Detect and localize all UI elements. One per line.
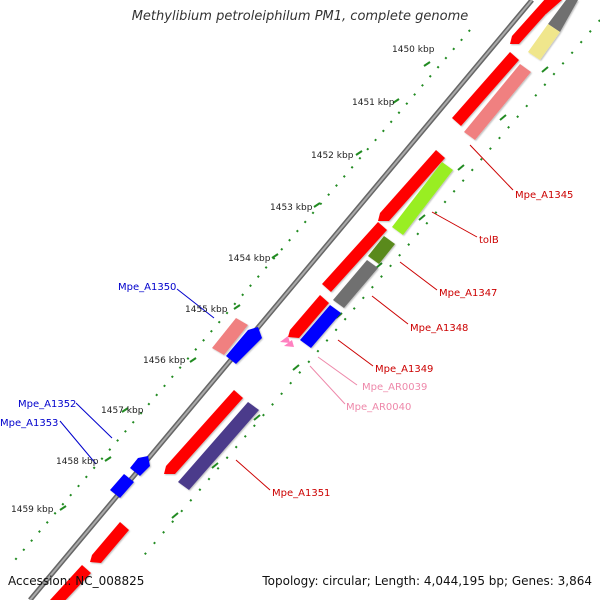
kbp-major-ticks [59, 61, 431, 511]
cog-feature-yellow[interactable] [528, 24, 560, 60]
cds-feature-light[interactable] [464, 64, 531, 140]
cds-feature-reverse[interactable] [226, 327, 262, 364]
cds-feature-light[interactable] [212, 318, 248, 355]
gene-label[interactable]: Mpe_A1348 [410, 323, 468, 334]
cds-feature[interactable] [452, 52, 519, 126]
cog-feature-indigo[interactable] [178, 402, 259, 490]
gene-label[interactable]: Mpe_A1351 [272, 488, 330, 499]
accession-text: Accession: NC_008825 [8, 574, 145, 588]
rna-feature[interactable] [280, 336, 290, 343]
cds-feature[interactable] [50, 565, 91, 600]
kbp-tick-label: 1457 kbp [101, 406, 144, 416]
kbp-tick-label: 1455 kbp [185, 305, 228, 315]
gene-labels: Mpe_A1345 tolB Mpe_A1347 Mpe_A1348 Mpe_A1349… [0, 190, 573, 499]
kbp-tick-label: 1454 kbp [228, 254, 271, 264]
gene-label[interactable]: Mpe_A1349 [375, 364, 433, 375]
topology-text: Topology: circular; Length: 4,044,195 bp… [262, 574, 592, 588]
gene-label[interactable]: Mpe_AR0039 [362, 382, 427, 393]
cds-feature[interactable] [322, 222, 387, 292]
kbp-tick-label: 1456 kbp [143, 356, 186, 366]
kbp-tick-track [14, 29, 471, 561]
gene-label[interactable]: Mpe_AR0040 [346, 402, 411, 413]
gene-label[interactable]: tolB [479, 235, 499, 246]
label-leaders [59, 144, 514, 491]
cds-feature[interactable] [510, 0, 553, 44]
cog-feature-gray[interactable] [548, 0, 578, 32]
kbp-tick-label: 1459 kbp [11, 505, 54, 515]
map-title: Methylibium petroleiphilum PM1, complete… [131, 9, 469, 24]
cds-feature-reverse[interactable] [300, 305, 341, 348]
gene-label[interactable]: Mpe_A1345 [515, 190, 573, 201]
gene-label[interactable]: Mpe_A1353 [0, 418, 58, 429]
kbp-tick-label: 1458 kbp [56, 457, 99, 467]
cds-feature[interactable] [378, 150, 445, 221]
cds-feature-reverse[interactable] [130, 456, 150, 476]
forward-cds-track [50, 0, 562, 600]
cds-feature[interactable] [90, 522, 129, 563]
cog-feature-green[interactable] [392, 162, 453, 235]
kbp-labels: 1450 kbp 1451 kbp 1452 kbp 1453 kbp 1454 kbp… [11, 45, 435, 515]
backbone-ring [28, 0, 534, 600]
cds-feature[interactable] [164, 390, 243, 474]
kbp-tick-label: 1452 kbp [311, 151, 354, 161]
kbp-tick-label: 1451 kbp [352, 98, 395, 108]
cds-feature[interactable] [288, 295, 329, 338]
gene-label[interactable]: Mpe_A1352 [18, 399, 76, 410]
rna-feature[interactable] [284, 340, 294, 347]
gene-label[interactable]: Mpe_A1347 [439, 288, 497, 299]
cds-feature-reverse[interactable] [110, 474, 134, 498]
cog-feature-gray[interactable] [333, 260, 378, 308]
rna-features [280, 336, 294, 347]
reverse-cds-track [110, 327, 262, 498]
kbp-tick-label: 1450 kbp [392, 45, 435, 55]
inner-major-ticks [171, 66, 549, 519]
cog-feature-olive[interactable] [368, 236, 395, 264]
cog-track [178, 0, 578, 490]
gene-label[interactable]: Mpe_A1350 [118, 282, 176, 293]
kbp-tick-label: 1453 kbp [270, 203, 313, 213]
